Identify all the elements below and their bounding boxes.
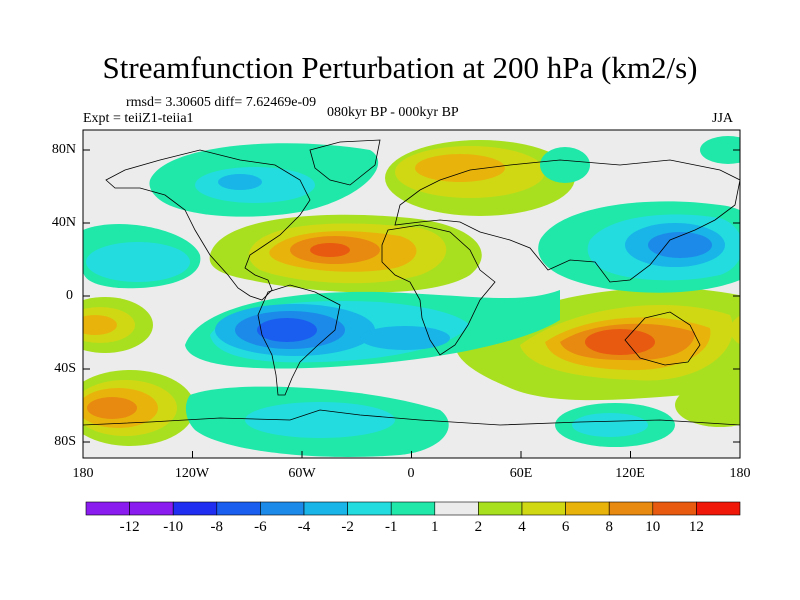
colorbar-label: 12 bbox=[688, 519, 704, 535]
lat-tick-80n: 80N bbox=[51, 142, 76, 157]
lon-tick-180w: 180 bbox=[72, 466, 94, 481]
colorbar-label: -10 bbox=[163, 519, 184, 535]
north-america-coast bbox=[105, 149, 311, 301]
colorbar-label: -1 bbox=[384, 519, 398, 535]
australia-coast bbox=[624, 311, 701, 366]
colorbar-label: 10 bbox=[645, 519, 661, 535]
experiment-label: Expt = teiiZ1-teiia1 bbox=[83, 111, 194, 126]
colorbar-label: -12 bbox=[119, 519, 140, 535]
colorbar-swatch bbox=[260, 501, 305, 516]
colorbar-label: -6 bbox=[254, 519, 267, 535]
africa-coast bbox=[381, 224, 496, 356]
colorbar-label: -8 bbox=[210, 519, 224, 535]
lon-tick-60w: 60W bbox=[288, 466, 316, 481]
lat-tick-80s: 80S bbox=[54, 434, 76, 449]
colorbar-swatch bbox=[129, 501, 174, 516]
eurasia-coast bbox=[394, 159, 740, 283]
colorbar-label: -2 bbox=[341, 519, 354, 535]
lat-tick-40n: 40N bbox=[51, 215, 76, 230]
stats-label: rmsd= 3.30605 diff= 7.62469e-09 bbox=[126, 95, 317, 110]
colorbar-swatch bbox=[216, 501, 261, 516]
season-label: JJA bbox=[712, 111, 734, 126]
antarctica-coast bbox=[83, 409, 740, 426]
colorbar-swatch bbox=[652, 501, 697, 516]
colorbar-label: 4 bbox=[518, 519, 526, 535]
contour-field bbox=[83, 130, 740, 458]
negative-anomaly-n-america bbox=[149, 143, 590, 217]
colorbar-swatch bbox=[434, 501, 479, 516]
colorbar-label: -4 bbox=[297, 519, 311, 535]
south-america-coast bbox=[257, 284, 341, 396]
colorbar-swatch bbox=[608, 501, 654, 516]
lon-tick-60e: 60E bbox=[509, 466, 533, 481]
colorbar-swatch bbox=[303, 501, 348, 516]
positive-anomaly-w-pacific bbox=[83, 297, 740, 353]
positive-anomaly-band-n-atlantic bbox=[209, 214, 482, 293]
colorbar-swatch bbox=[696, 501, 741, 516]
lat-tick-marks bbox=[83, 149, 740, 443]
negative-anomaly-s-america bbox=[185, 290, 560, 369]
coastlines bbox=[83, 139, 740, 426]
lon-tick-120e: 120E bbox=[615, 466, 645, 481]
negative-anomaly-southern bbox=[185, 386, 675, 458]
lat-tick-0: 0 bbox=[66, 288, 73, 303]
colorbar-label: 2 bbox=[474, 519, 483, 535]
colorbar-swatch bbox=[478, 501, 523, 516]
colorbar-swatch bbox=[85, 501, 130, 516]
colorbar bbox=[85, 501, 741, 516]
colorbar-label: 8 bbox=[605, 519, 613, 535]
lat-tick-40s: 40S bbox=[54, 361, 76, 376]
greenland-coast bbox=[309, 139, 381, 186]
colorbar-swatch bbox=[521, 501, 566, 516]
period-label: 080kyr BP - 000kyr BP bbox=[327, 105, 459, 120]
positive-anomaly-s-pacific bbox=[83, 370, 195, 446]
negative-anomaly-n-pacific bbox=[83, 136, 740, 289]
chart-title: Streamfunction Perturbation at 200 hPa (… bbox=[102, 50, 698, 85]
colorbar-label: 1 bbox=[431, 519, 439, 535]
colorbar-label: 6 bbox=[561, 519, 570, 535]
colorbar-swatch bbox=[390, 501, 436, 516]
colorbar-swatch bbox=[347, 501, 392, 516]
lon-tick-marks bbox=[82, 451, 741, 458]
lon-tick-180e: 180 bbox=[729, 466, 751, 481]
colorbar-swatch bbox=[565, 501, 610, 516]
lon-tick-120w: 120W bbox=[174, 466, 210, 481]
lon-tick-0: 0 bbox=[407, 466, 415, 481]
colorbar-swatch bbox=[172, 501, 218, 516]
